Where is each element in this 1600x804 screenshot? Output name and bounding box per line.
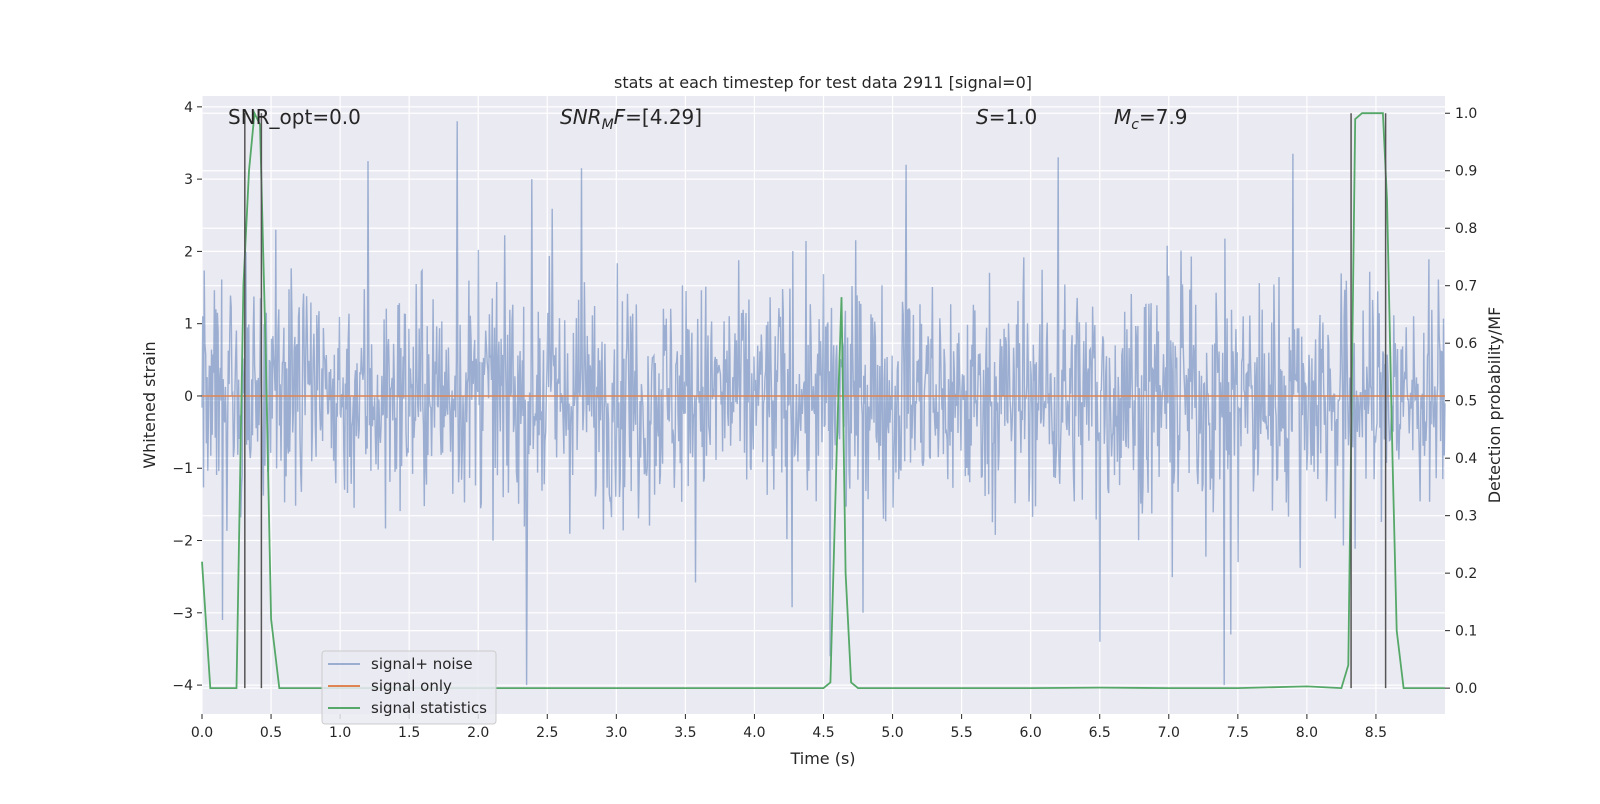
y-right-tick-label: 0.0 (1455, 681, 1477, 697)
annotation-snr-mf-value: =[4.29] (625, 105, 702, 129)
x-tick-label: 1.5 (398, 725, 420, 741)
x-tick-label: 3.0 (605, 725, 627, 741)
y-right-tick-label: 0.3 (1455, 509, 1477, 525)
x-tick-label: 4.0 (743, 725, 765, 741)
y-right-tick-label: 0.7 (1455, 279, 1477, 295)
y-right-axis-label: Detection probability/MF (1485, 307, 1504, 504)
annotation-snr-opt: SNR_opt=0.0 (228, 105, 361, 129)
x-tick-labels: 0.0 0.5 1.0 1.5 2.0 2.5 3.0 3.5 4.0 4.5 5.0 5.5 6.0 6… (191, 714, 1387, 741)
annotation-snr-mf: SNRMF=[4.29] (560, 105, 702, 133)
y-right-tick-label: 0.8 (1455, 221, 1477, 237)
legend-label-signal-only: signal only (371, 677, 452, 695)
legend: signal+ noise signal only signal statist… (321, 650, 497, 725)
annotation-mc-symbol: M (1114, 105, 1131, 129)
y-tick-label: 1 (184, 317, 193, 333)
x-tick-label: 0.5 (260, 725, 282, 741)
x-tick-label: 6.0 (1020, 725, 1042, 741)
x-tick-label: 7.0 (1158, 725, 1180, 741)
x-tick-label: 5.5 (950, 725, 972, 741)
y-tick-label: −2 (172, 534, 193, 550)
y-tick-label: 0 (184, 389, 193, 405)
y-right-tick-label: 0.6 (1455, 336, 1477, 352)
x-tick-label: 0.0 (191, 725, 213, 741)
signal-statistics-line (201, 109, 1445, 690)
legend-label-signal-statistics: signal statistics (371, 699, 487, 717)
legend-label-signal-plus-noise: signal+ noise (371, 655, 473, 673)
x-tick-label: 6.5 (1089, 725, 1111, 741)
series-signal-statistics (201, 109, 1445, 690)
y-tick-label: 2 (184, 244, 193, 260)
y-tick-label: −4 (172, 678, 193, 694)
y-right-tick-label: 0.1 (1455, 624, 1477, 640)
y-tick-labels: 4 3 2 1 0 −1 −2 −3 −4 (172, 100, 202, 694)
signal-plus-noise-line (201, 121, 1446, 686)
vertical-markers (244, 113, 1387, 689)
x-tick-label: 2.5 (536, 725, 558, 741)
x-tick-label: 8.0 (1296, 725, 1318, 741)
y-right-tick-label: 0.5 (1455, 394, 1477, 410)
x-tick-label: 5.0 (881, 725, 903, 741)
x-tick-label: 8.5 (1365, 725, 1387, 741)
x-tick-label: 3.5 (674, 725, 696, 741)
x-tick-label: 1.0 (329, 725, 351, 741)
y-right-tick-label: 0.9 (1455, 164, 1477, 180)
y-right-tick-label: 0.4 (1455, 451, 1477, 467)
y-tick-label: −3 (172, 606, 193, 622)
y-tick-label: 3 (184, 172, 193, 188)
x-tick-label: 2.0 (467, 725, 489, 741)
annotation-mc-value: =7.9 (1139, 105, 1188, 129)
chart-title: stats at each timestep for test data 291… (614, 73, 1032, 92)
x-tick-label: 4.5 (812, 725, 834, 741)
y-right-tick-labels: 1.0 0.9 0.8 0.7 0.6 0.5 0.4 0.3 0.2 0.1 0.0 (1445, 106, 1477, 697)
annotation-s: S=1.0 (976, 105, 1037, 129)
y-axis-label: Whitened strain (140, 341, 159, 468)
x-tick-label: 7.5 (1227, 725, 1249, 741)
legend-box (321, 650, 497, 725)
annotation-snr-mf-sub: M (602, 117, 614, 133)
annotation-snr-mf-main: SNR (560, 105, 602, 129)
y-right-tick-label: 0.2 (1455, 566, 1477, 582)
annotation-s-value: =1.0 (989, 105, 1038, 129)
annotation-mc: Mc=7.9 (1114, 105, 1188, 133)
annotation-snr-mf-tail: F (614, 105, 626, 129)
y-tick-label: 4 (184, 100, 193, 116)
annotation-mc-sub: c (1131, 117, 1139, 133)
annotation-s-symbol: S (976, 105, 989, 129)
x-axis-label: Time (s) (789, 749, 855, 768)
y-tick-label: −1 (172, 461, 193, 477)
series-signal-plus-noise (201, 121, 1446, 686)
y-right-tick-label: 1.0 (1455, 106, 1477, 122)
